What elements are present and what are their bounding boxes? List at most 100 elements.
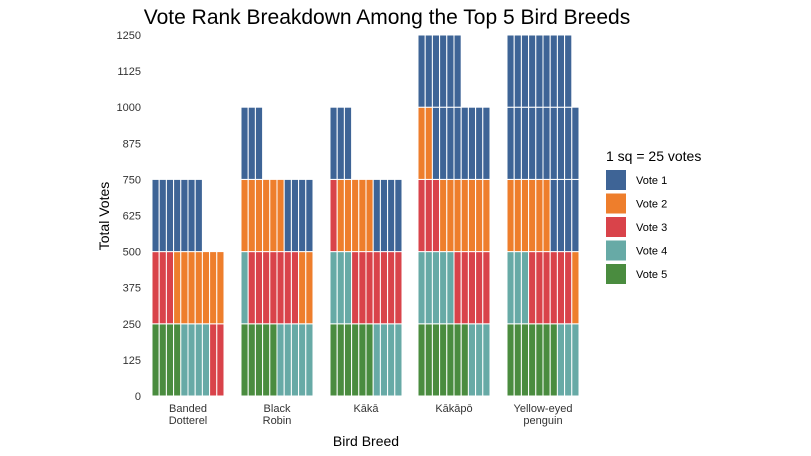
waffle-square	[365, 178, 374, 253]
waffle-square	[283, 323, 292, 397]
waffle-square	[351, 323, 360, 397]
x-axis-ticks: Banded Dotterel Black Robin Kākā Kākāpō Yellow…	[169, 403, 573, 427]
waffle-square	[394, 178, 403, 253]
waffle-square	[528, 106, 537, 180]
waffle-square	[439, 106, 448, 180]
waffle-square	[343, 106, 353, 180]
waffle-square	[298, 178, 307, 253]
waffle-square	[556, 34, 566, 108]
waffle-square	[506, 323, 515, 397]
waffle-square	[262, 178, 271, 253]
waffle-square	[467, 251, 477, 325]
waffle-square	[329, 106, 338, 180]
waffle-square	[417, 178, 426, 253]
waffle-square	[417, 106, 426, 180]
waffle-square	[209, 323, 218, 397]
waffle-square	[431, 34, 441, 108]
waffle-square	[417, 251, 426, 325]
waffle-square	[194, 323, 203, 397]
waffle-square	[187, 178, 196, 253]
waffle-square	[446, 178, 455, 253]
waffle-square	[329, 178, 338, 253]
waffle-square	[290, 251, 300, 325]
x-tick-label: Kākā	[353, 403, 379, 415]
y-tick-label: 625	[123, 211, 141, 223]
waffle-square	[269, 178, 278, 253]
waffle-square	[343, 178, 353, 253]
waffle-square	[240, 251, 249, 325]
waffle-square	[276, 323, 285, 397]
waffle-square	[365, 251, 374, 325]
waffle-square	[467, 106, 477, 180]
waffle-square	[254, 178, 264, 253]
y-axis-ticks: 0 125 250 375 500 625 750 875 1000 1125 1250	[117, 30, 141, 403]
waffle-square	[453, 34, 462, 108]
waffle-square	[209, 251, 218, 325]
waffle-square	[446, 251, 455, 325]
legend-label: Vote 1	[636, 175, 667, 187]
waffle-square	[343, 323, 353, 397]
y-tick-label: 125	[123, 355, 141, 367]
waffle-square	[365, 323, 374, 397]
waffle-square	[542, 323, 551, 397]
waffle-square	[343, 251, 353, 325]
waffle-square	[424, 106, 433, 180]
waffle-square	[351, 178, 360, 253]
legend-swatch	[606, 170, 626, 190]
waffle-square	[549, 251, 558, 325]
waffle-square	[542, 34, 551, 108]
waffle-square	[269, 323, 278, 397]
waffle-square	[290, 178, 300, 253]
waffle-square	[336, 178, 345, 253]
waffle-square	[262, 251, 271, 325]
waffle-square	[453, 178, 462, 253]
waffle-square	[424, 178, 433, 253]
waffle-square	[372, 251, 381, 325]
waffle-square	[475, 251, 484, 325]
waffle-square	[387, 251, 396, 325]
waffle-square	[372, 323, 381, 397]
waffle-square	[276, 178, 285, 253]
y-axis-title: Total Votes	[96, 182, 112, 251]
waffle-square	[158, 323, 167, 397]
waffle-square	[571, 106, 580, 180]
waffle-square	[180, 178, 189, 253]
waffle-square	[283, 251, 292, 325]
waffle-square	[254, 323, 264, 397]
waffle-square	[506, 251, 515, 325]
waffle-square	[439, 251, 448, 325]
waffle-square	[542, 106, 551, 180]
waffle-square	[556, 106, 566, 180]
waffle-square	[329, 251, 338, 325]
waffle-square	[467, 323, 477, 397]
y-tick-label: 750	[123, 174, 141, 186]
waffle-square	[201, 323, 211, 397]
waffle-square	[453, 251, 462, 325]
waffle-square	[254, 106, 264, 180]
waffle-square	[336, 251, 345, 325]
waffle-square	[305, 251, 314, 325]
waffle-square	[564, 34, 573, 108]
waffle-square	[549, 178, 558, 253]
waffle-square	[520, 178, 530, 253]
waffle-square	[520, 34, 530, 108]
waffle-square	[513, 178, 522, 253]
waffle-square	[453, 323, 462, 397]
waffle-square	[535, 178, 544, 253]
waffle-square	[460, 251, 469, 325]
y-tick-label: 500	[123, 247, 141, 259]
waffle-square	[151, 251, 160, 325]
x-tick-label: Banded Dotterel	[169, 403, 208, 427]
waffle-square	[513, 34, 522, 108]
legend-label: Vote 2	[636, 199, 667, 211]
waffle-square	[460, 178, 469, 253]
waffle-square	[556, 323, 566, 397]
waffle-square	[424, 34, 433, 108]
y-tick-label: 875	[123, 138, 141, 150]
y-tick-label: 0	[135, 391, 141, 403]
chart-title: Vote Rank Breakdown Among the Top 5 Bird…	[144, 6, 630, 29]
waffle-square	[240, 106, 249, 180]
legend-label: Vote 5	[636, 269, 667, 281]
waffle-square	[387, 323, 396, 397]
